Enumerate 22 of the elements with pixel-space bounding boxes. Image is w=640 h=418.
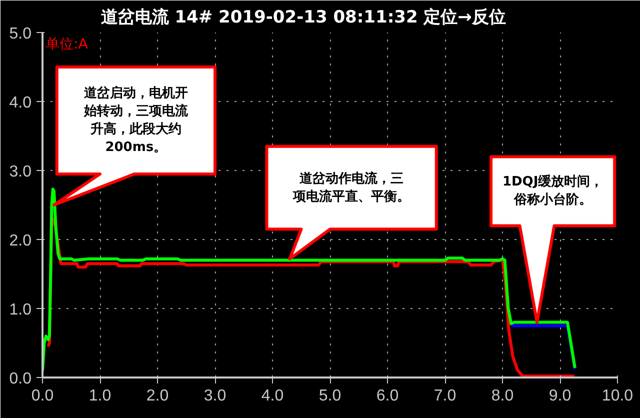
y-tick-label: 1.0 — [9, 302, 32, 318]
x-tick-label: 7.0 — [434, 388, 456, 404]
x-tick-label: 0.0 — [31, 388, 54, 404]
annotation: 道岔启动，电机开始转动，三项电流升高，此段大约200ms。 — [82, 84, 189, 155]
y-tick-label: 0.0 — [9, 370, 32, 388]
x-tick-label: 9.0 — [548, 388, 572, 404]
y-tick-label: 5.0 — [9, 26, 32, 42]
x-tick-label: 4.0 — [261, 388, 284, 404]
x-tick-label: 1.0 — [88, 388, 112, 404]
x-tick-label: 8.0 — [491, 388, 514, 404]
y-tick-label: 4.0 — [9, 94, 32, 112]
chart-title: 道岔电流 14# 2019-02-13 08:11:32 定位→反位 — [100, 8, 506, 28]
x-tick-label: 10.0 — [602, 388, 634, 404]
y-axis-title: 单位:A — [46, 36, 88, 52]
y-tick-label: 3.0 — [9, 164, 32, 180]
x-tick-label: 3.0 — [204, 388, 226, 404]
x-tick-label: 5.0 — [318, 388, 342, 404]
x-tick-label: 6.0 — [376, 388, 399, 404]
x-tick-label: 2.0 — [146, 388, 169, 404]
y-tick-label: 2.0 — [9, 232, 32, 250]
annotation: 1DQJ缓放时间，俗称小台阶。 — [502, 174, 604, 208]
annotation: 道岔动作电流，三项电流平直、平衡。 — [292, 170, 410, 204]
